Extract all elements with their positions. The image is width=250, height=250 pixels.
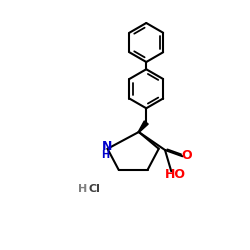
Text: Cl: Cl xyxy=(89,184,101,194)
Polygon shape xyxy=(138,121,148,132)
Text: O: O xyxy=(182,149,192,162)
Text: H: H xyxy=(102,150,110,160)
Text: HO: HO xyxy=(165,168,186,181)
Text: N: N xyxy=(102,140,113,153)
Text: H: H xyxy=(78,184,88,194)
